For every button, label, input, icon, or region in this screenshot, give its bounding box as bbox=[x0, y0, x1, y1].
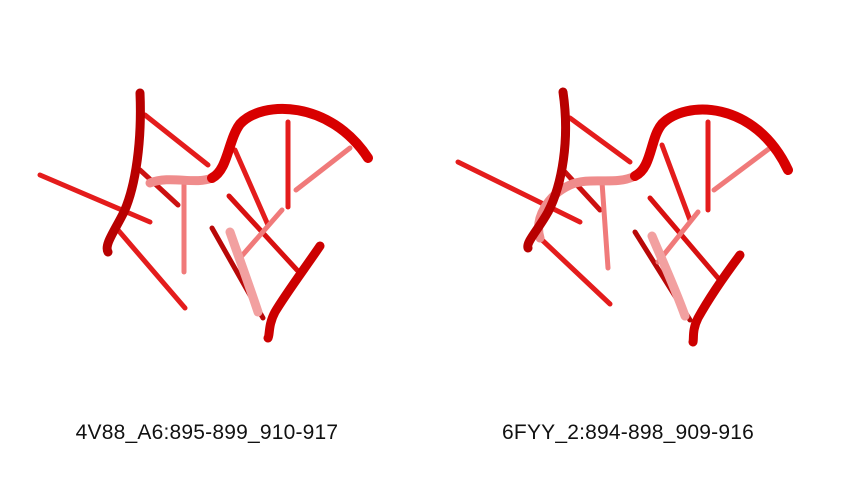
backbone-segment-faded bbox=[647, 231, 690, 321]
base-stick bbox=[655, 209, 701, 265]
base-stick bbox=[232, 147, 271, 228]
backbone-segment bbox=[630, 104, 793, 181]
backbone-segment bbox=[688, 250, 745, 347]
backbone-tube bbox=[102, 88, 373, 343]
structure-panel-right: 6FYY_2:894-898_909-916 bbox=[430, 0, 860, 480]
base-stick bbox=[567, 115, 633, 165]
structure-panel-left: 4V88_A6:895-899_910-917 bbox=[37, 88, 373, 444]
structure-caption: 4V88_A6:895-899_910-917 bbox=[75, 421, 339, 444]
backbone-segment-faded bbox=[225, 227, 263, 317]
backbone-segment-faded bbox=[145, 173, 217, 188]
base-stick bbox=[115, 227, 188, 311]
base-stick bbox=[659, 142, 693, 223]
base-stick bbox=[37, 172, 153, 225]
base-stick bbox=[293, 145, 353, 193]
base-stick bbox=[599, 179, 611, 271]
base-stick bbox=[137, 167, 181, 208]
base-stick bbox=[237, 207, 285, 261]
rna-structure-render-left bbox=[37, 88, 373, 343]
backbone-segment bbox=[523, 87, 571, 253]
backbone-segment bbox=[102, 88, 145, 257]
base-sticks bbox=[37, 112, 353, 321]
rna-structure-render-right bbox=[455, 87, 793, 347]
base-stick bbox=[711, 145, 773, 193]
backbone-segment bbox=[207, 104, 373, 183]
backbone-tube bbox=[523, 87, 793, 347]
base-stick bbox=[142, 112, 211, 168]
backbone-segment bbox=[263, 241, 325, 343]
base-stick bbox=[455, 159, 583, 225]
base-sticks bbox=[455, 115, 773, 323]
base-stick bbox=[537, 235, 613, 307]
base-stick bbox=[647, 195, 721, 281]
structure-caption: 6FYY_2:894-898_909-916 bbox=[502, 421, 754, 444]
base-stick bbox=[562, 169, 603, 213]
